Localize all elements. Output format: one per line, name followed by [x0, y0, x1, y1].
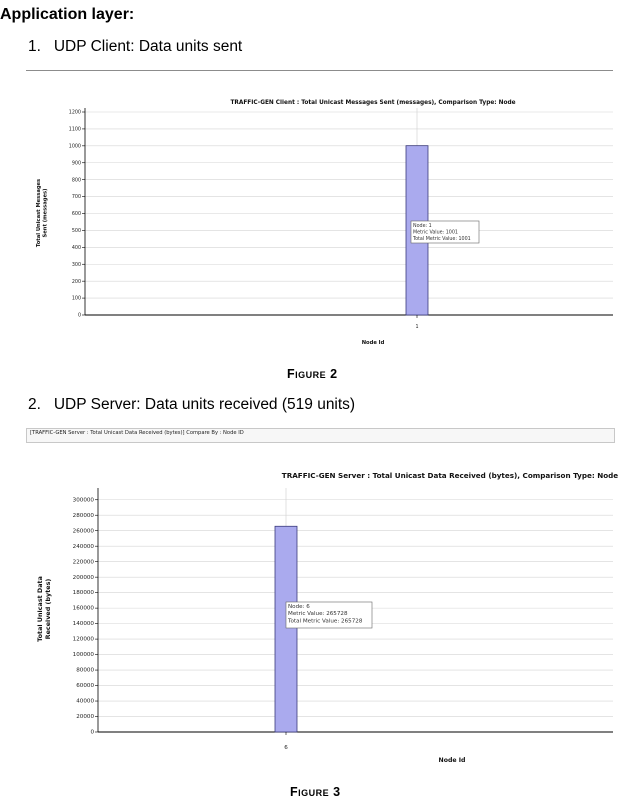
y-tick-label: 1000 [69, 143, 81, 149]
y-tick-label: 200000 [73, 575, 95, 581]
bar [274, 525, 298, 733]
y-tick-label: 1100 [69, 127, 81, 133]
list-item-number: 1. [28, 38, 41, 55]
y-tick-label: 700 [72, 194, 81, 200]
tooltip-line: Metric Value: 1001 [413, 229, 458, 235]
chart-title: TRAFFIC-GEN Server : Total Unicast Data … [282, 471, 619, 480]
panel-tab-label: [TRAFFIC-GEN Server : Total Unicast Data… [30, 430, 244, 436]
x-tick-label: 6 [284, 745, 288, 751]
tooltip-box [410, 220, 480, 244]
y-tick-label: 180000 [73, 590, 95, 596]
server-data-received-chart: TRAFFIC-GEN Server : Total Unicast Data … [36, 471, 619, 764]
y-axis-label: Total Unicast Messages Sent (messages) [36, 179, 49, 247]
y-axis-label-line: Received (bytes) [44, 579, 52, 640]
y-tick-label: 100 [72, 296, 81, 302]
section-heading: Application layer: [0, 6, 135, 23]
figure-caption: Figure 2 [287, 367, 338, 381]
list-item-udp-client: 1. UDP Client: Data units sent [28, 38, 242, 56]
tooltip-line: Total Metric Value: 265728 [287, 618, 363, 624]
list-item-text: UDP Client: Data units sent [53, 38, 243, 55]
y-tick-label: 400 [72, 245, 81, 251]
y-tick-label: 240000 [73, 544, 95, 550]
tooltip-line: Total Metric Value: 1001 [412, 236, 471, 242]
y-axis-label: Total Unicast Data Received (bytes) [36, 576, 52, 642]
y-tick-label: 0 [90, 730, 94, 736]
divider [26, 70, 613, 71]
y-tick-label: 40000 [76, 699, 94, 705]
y-tick-label: 160000 [73, 606, 95, 612]
y-axis-label-line: Total Unicast Data [36, 576, 44, 642]
x-axis-label: Node Id [439, 757, 466, 764]
y-tick-label: 80000 [76, 668, 94, 674]
y-tick-label: 220000 [73, 559, 95, 565]
y-tick-label: 140000 [73, 621, 95, 627]
list-item-udp-server: 2. UDP Server: Data units received (519 … [28, 396, 355, 414]
list-item-number: 2. [28, 396, 41, 413]
y-axis-label-line: Total Unicast Messages [36, 179, 42, 247]
tooltip-box [285, 601, 373, 629]
figure-caption: Figure 3 [290, 785, 341, 799]
tooltip-line: Metric Value: 265728 [288, 611, 348, 617]
y-tick-label: 600 [72, 211, 81, 217]
y-tick-label: 900 [72, 160, 81, 166]
y-tick-label: 260000 [73, 528, 95, 534]
y-tick-label: 20000 [76, 714, 94, 720]
x-axis-label: Node Id [362, 340, 385, 346]
list-item-text: UDP Server: Data units received (519 uni… [53, 396, 356, 413]
chart-title: TRAFFIC-GEN Client : Total Unicast Messa… [230, 100, 515, 106]
server-panel-tab[interactable]: [TRAFFIC-GEN Server : Total Unicast Data… [26, 428, 615, 443]
y-tick-label: 60000 [76, 683, 94, 689]
y-axis-label-line: Sent (messages) [43, 189, 49, 238]
client-messages-sent-chart: TRAFFIC-GEN Client : Total Unicast Messa… [36, 100, 613, 346]
y-tick-label: 120000 [73, 637, 95, 643]
y-tick-label: 280000 [73, 513, 95, 519]
y-tick-label: 300 [72, 262, 81, 268]
y-tick-label: 1200 [69, 110, 81, 116]
tooltip-line: Node: 1 [413, 223, 432, 229]
tooltip-line: Node: 6 [288, 604, 310, 610]
y-tick-label: 800 [72, 177, 81, 183]
y-tick-label: 100000 [73, 652, 95, 658]
y-tick-label: 300000 [73, 497, 95, 503]
x-tick-label: 1 [415, 324, 418, 330]
y-tick-label: 500 [72, 228, 81, 234]
y-tick-label: 200 [72, 279, 81, 285]
y-tick-label: 0 [78, 313, 81, 319]
